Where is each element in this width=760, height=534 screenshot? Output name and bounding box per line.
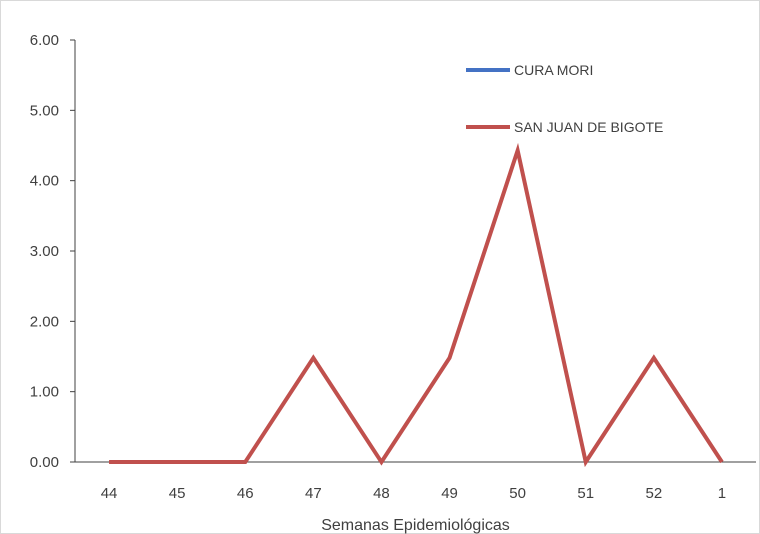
x-tick-label: 48 [373,485,390,502]
x-tick-label: 50 [509,485,526,502]
legend: CURA MORI SAN JUAN DE BIGOTE [466,62,663,135]
x-tick-label: 45 [169,485,186,502]
x-tick-label: 52 [646,485,663,502]
y-tick-label: 2.00 [30,313,59,330]
y-tick-label: 3.00 [30,243,59,260]
legend-label: SAN JUAN DE BIGOTE [514,119,663,135]
series-layer [108,142,724,468]
y-tick-label: 4.00 [30,173,59,190]
y-tick-label: 1.00 [30,384,59,401]
y-axis-ticks: 0.00 1.00 2.00 3.00 4.00 5.00 6.00 [30,32,75,471]
x-tick-label: 51 [577,485,594,502]
x-tick-label: 49 [441,485,458,502]
y-tick-label: 6.00 [30,32,59,49]
y-tick-label: 5.00 [30,102,59,119]
x-tick-label: 46 [237,485,254,502]
x-axis-title: Semanas Epidemiológicas [321,517,510,534]
x-tick-label: 1 [718,485,726,502]
series-line-1 [109,142,724,468]
legend-label: CURA MORI [514,62,593,78]
x-tick-label: 44 [101,485,118,502]
x-tick-label: 47 [305,485,322,502]
y-tick-label: 0.00 [30,454,59,471]
x-axis-ticks: 44 45 46 47 48 49 50 51 52 1 [101,485,726,502]
